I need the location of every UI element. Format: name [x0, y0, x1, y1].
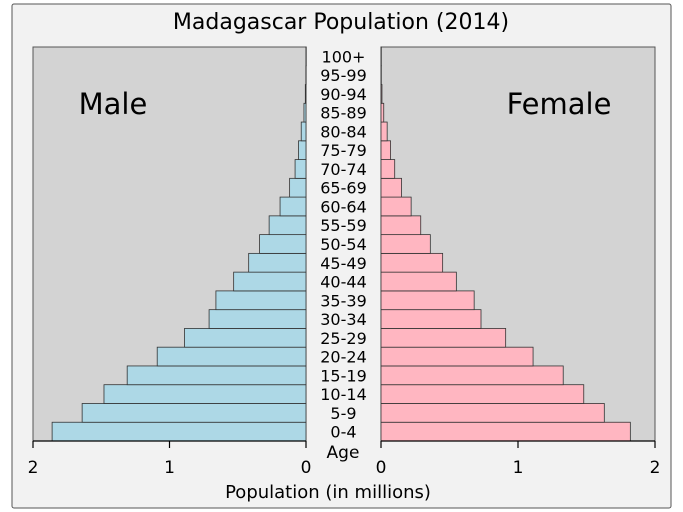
age-label-100-plus: 100+: [322, 47, 366, 66]
age-label-40-44: 40-44: [320, 273, 367, 292]
female-bar-0-4: [380, 421, 631, 442]
male-bar-55-59: [268, 215, 307, 236]
male-bar-5-9: [81, 403, 307, 423]
female-bar-85-89: [380, 102, 385, 123]
female-x-tick-label: 1: [513, 458, 524, 478]
age-label-25-29: 25-29: [320, 329, 367, 348]
female-bar-20-24: [380, 346, 534, 367]
age-label-35-39: 35-39: [320, 291, 367, 310]
age-labels-group: 0-45-910-1415-1920-2425-2930-3435-3940-4…: [320, 47, 367, 441]
female-panel-label: Female: [507, 87, 612, 121]
female-bar-5-9: [380, 403, 605, 423]
age-label-45-49: 45-49: [320, 254, 367, 273]
male-bar-20-24: [156, 346, 307, 367]
age-label-70-74: 70-74: [320, 160, 367, 179]
age-label-95-99: 95-99: [320, 66, 367, 85]
female-bar-15-19: [380, 365, 564, 386]
age-label-0-4: 0-4: [330, 423, 356, 442]
age-axis-label: Age: [327, 443, 360, 463]
female-bar-35-39: [380, 290, 475, 311]
female-x-tick-label: 2: [650, 458, 661, 478]
male-x-tick-label: 0: [301, 458, 312, 478]
female-bar-70-74: [380, 159, 396, 179]
male-bar-70-74: [294, 159, 307, 179]
age-label-60-64: 60-64: [320, 197, 367, 216]
male-bar-35-39: [215, 290, 307, 311]
male-bar-85-89: [303, 102, 307, 123]
male-bar-65-69: [289, 177, 307, 198]
x-axes-group: 2 1 0 0 1 2: [28, 440, 661, 478]
age-label-85-89: 85-89: [320, 104, 367, 123]
age-label-20-24: 20-24: [320, 348, 367, 367]
female-bar-10-14: [380, 384, 585, 404]
male-panel-label: Male: [79, 87, 148, 121]
age-label-10-14: 10-14: [320, 385, 367, 404]
age-label-5-9: 5-9: [330, 404, 356, 423]
male-bar-90-94: [304, 84, 307, 104]
female-bar-25-29: [380, 328, 507, 348]
female-bar-55-59: [380, 215, 422, 236]
male-bar-10-14: [103, 384, 307, 404]
female-bar-90-94: [380, 84, 383, 104]
age-label-75-79: 75-79: [320, 141, 367, 160]
chart-title: Madagascar Population (2014): [173, 10, 509, 35]
age-label-30-34: 30-34: [320, 310, 367, 329]
male-bar-25-29: [184, 328, 307, 348]
male-bar-60-64: [279, 196, 307, 217]
age-label-65-69: 65-69: [320, 179, 367, 198]
male-bar-30-34: [208, 309, 307, 329]
male-bar-15-19: [126, 365, 307, 386]
male-x-tick-label: 2: [28, 458, 39, 478]
age-label-55-59: 55-59: [320, 216, 367, 235]
male-bar-40-44: [233, 271, 307, 292]
x-axis-label: Population (in millions): [225, 482, 431, 503]
bars-group: [51, 46, 631, 442]
female-bar-80-84: [380, 121, 388, 142]
age-label-90-94: 90-94: [320, 85, 367, 104]
male-bar-50-54: [259, 234, 307, 254]
male-x-tick-label: 1: [164, 458, 175, 478]
female-bar-75-79: [380, 140, 391, 160]
female-x-tick-label: 0: [376, 458, 387, 478]
female-bar-40-44: [380, 271, 457, 292]
age-label-50-54: 50-54: [320, 235, 367, 254]
female-bar-60-64: [380, 196, 412, 217]
female-bar-30-34: [380, 309, 482, 329]
male-bar-45-49: [248, 252, 307, 273]
male-bar-80-84: [300, 121, 307, 142]
female-bar-65-69: [380, 177, 402, 198]
male-bar-0-4: [51, 421, 307, 442]
age-label-80-84: 80-84: [320, 122, 367, 141]
age-label-15-19: 15-19: [320, 366, 367, 385]
female-bar-45-49: [380, 252, 444, 273]
male-bar-75-79: [298, 140, 307, 160]
female-bar-50-54: [380, 234, 431, 254]
